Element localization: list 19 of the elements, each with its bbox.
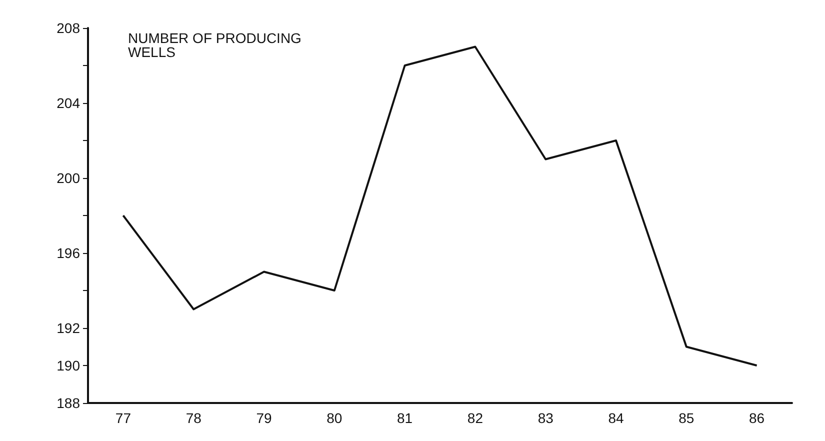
line-series [122,46,758,366]
x-tick-label: 83 [538,410,554,426]
y-tick-label: 200 [56,170,80,186]
x-tick-label: 84 [608,410,624,426]
y-tick-label: 190 [56,358,80,374]
x-tick-label: 77 [115,410,132,426]
y-tick-label: 196 [56,245,80,261]
text: NUMBER OF PRODUCING WELLS [128,30,306,60]
y-tick-label: 208 [56,20,80,36]
y-tick-label: 188 [56,395,80,411]
x-tick-label: 78 [186,410,202,426]
x-tick-label: 82 [467,410,484,426]
x-tick-label: 85 [678,410,694,426]
x-tick-label: 80 [326,410,342,426]
x-tick-label: 79 [256,410,272,426]
x-tick-label: 86 [749,410,765,426]
y-tick-label: 192 [56,320,80,336]
x-tick-label: 81 [397,410,413,426]
y-tick-label: 204 [56,95,80,111]
